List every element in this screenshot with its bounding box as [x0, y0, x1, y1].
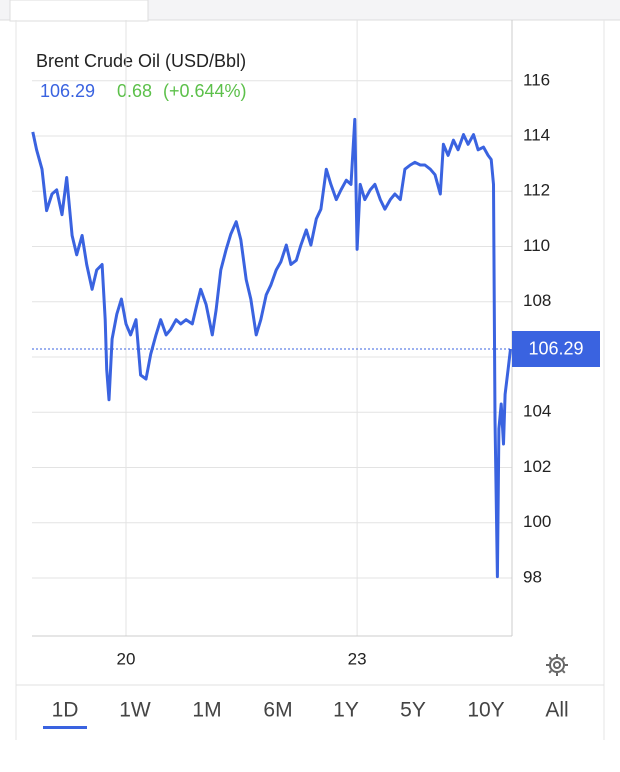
y-tick-label: 104	[523, 402, 551, 421]
y-tick-label: 100	[523, 512, 551, 531]
tab-bar	[0, 0, 620, 20]
x-tick-label: 23	[348, 649, 367, 668]
chart-title: Brent Crude Oil (USD/Bbl)	[36, 51, 246, 71]
y-tick-label: 102	[523, 457, 551, 476]
active-tab[interactable]	[9, 0, 149, 22]
range-button[interactable]: 6M	[263, 699, 292, 722]
x-tick-label: 20	[117, 649, 136, 668]
y-tick-label: 110	[523, 236, 550, 255]
price-tag	[512, 330, 600, 367]
range-button[interactable]: 1D	[52, 699, 79, 722]
range-button[interactable]: 1M	[192, 699, 221, 722]
price-tag-label: 106.29	[528, 339, 583, 359]
range-button[interactable]: All	[545, 699, 568, 722]
range-button[interactable]: 1W	[119, 699, 151, 722]
settings-icon[interactable]	[546, 654, 568, 676]
last-price: 106.29	[40, 81, 95, 101]
range-underline	[43, 726, 87, 729]
y-tick-label: 114	[523, 126, 550, 145]
range-button[interactable]: 10Y	[467, 699, 504, 722]
change: 0.68	[117, 81, 152, 101]
y-tick-label: 108	[523, 291, 551, 310]
price-line	[31, 117, 512, 579]
y-tick-label: 112	[523, 181, 550, 200]
y-tick-label: 98	[523, 567, 542, 586]
change-percent: (+0.644%)	[163, 81, 247, 101]
range-button[interactable]: 1Y	[333, 699, 359, 722]
y-tick-label: 116	[523, 70, 550, 89]
range-button[interactable]: 5Y	[400, 699, 426, 722]
